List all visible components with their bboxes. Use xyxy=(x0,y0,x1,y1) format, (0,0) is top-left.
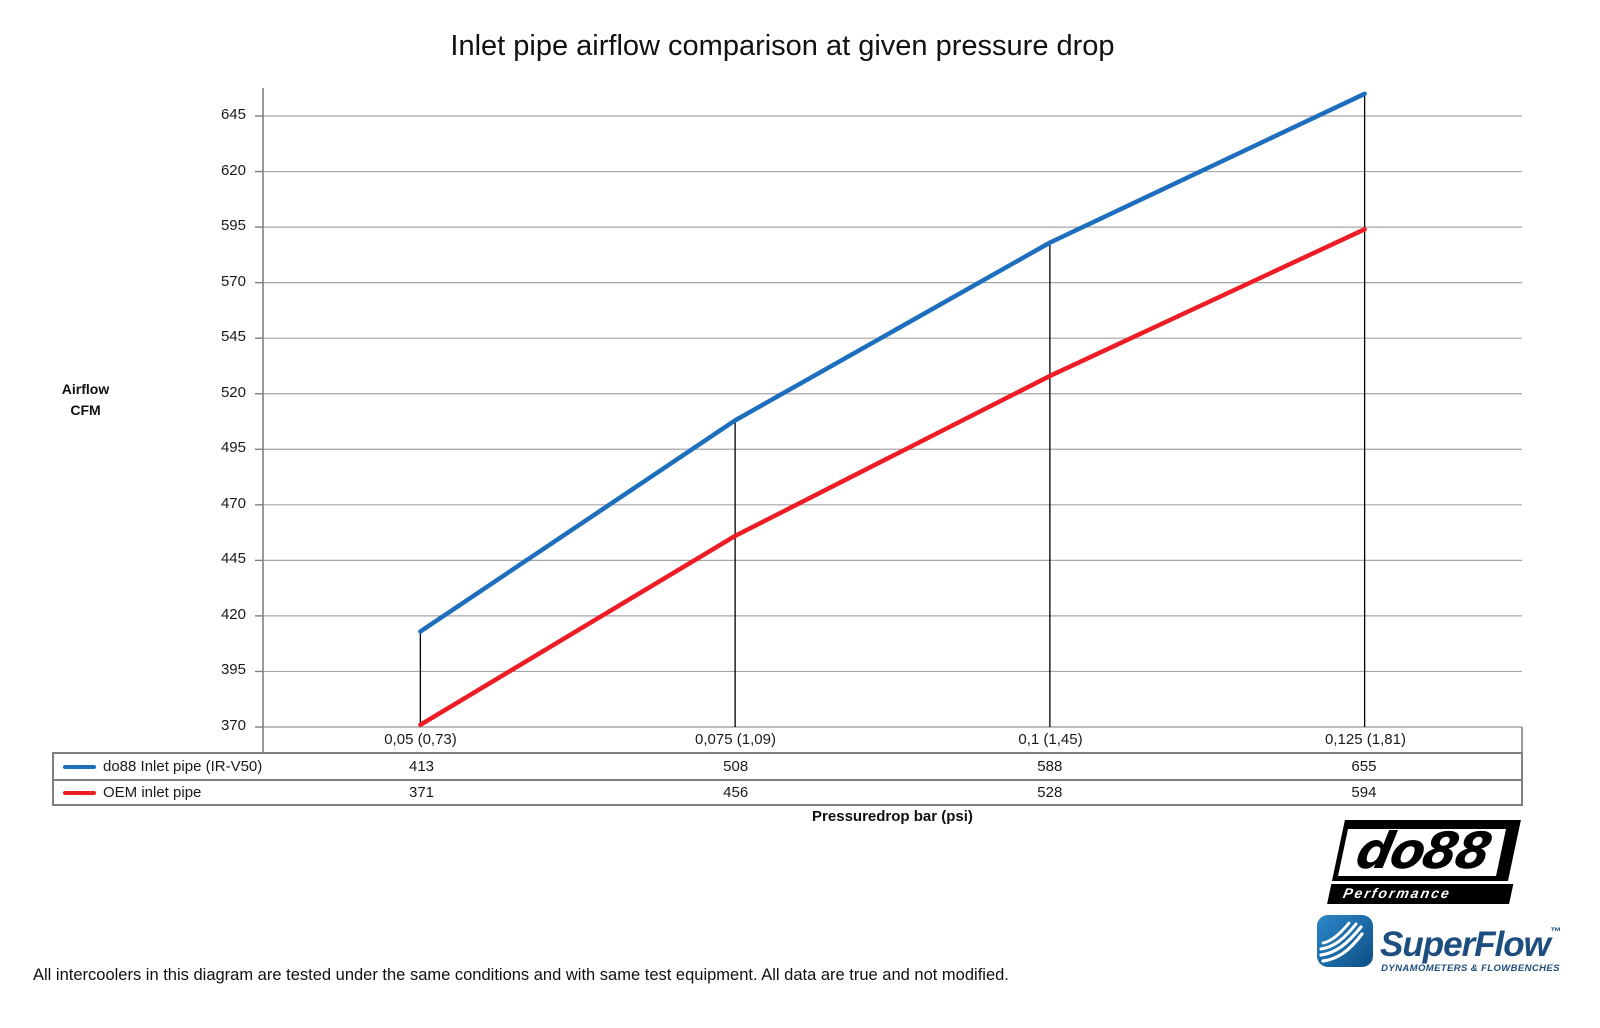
x-category-label: 0,075 (1,09) xyxy=(695,731,776,748)
legend-series-label: do88 Inlet pipe (IR-V50) xyxy=(103,758,263,775)
table-row: do88 Inlet pipe (IR-V50) 413 508 588 655 xyxy=(52,752,1523,779)
legend-series-name: OEM inlet pipe xyxy=(54,784,264,801)
series-value-cell: 528 xyxy=(1037,784,1063,801)
chart-title: Inlet pipe airflow comparison at given p… xyxy=(450,30,1115,62)
superflow-logo-subtitle: DYNAMOMETERS & FLOWBENCHES xyxy=(1381,963,1560,974)
y-tick-label: 520 xyxy=(220,383,246,401)
superflow-logo-text: SuperFlow™ xyxy=(1380,925,1561,964)
y-tick-label: 495 xyxy=(220,439,246,457)
footer-disclaimer: All intercoolers in this diagram are tes… xyxy=(33,966,1009,984)
series-value-cell: 655 xyxy=(1351,758,1377,775)
y-tick-label: 620 xyxy=(220,161,246,179)
legend-series-label: OEM inlet pipe xyxy=(103,784,202,801)
y-axis-title: Airflow CFM xyxy=(28,379,143,421)
series-value-cell: 413 xyxy=(409,758,435,775)
y-tick-label: 645 xyxy=(220,106,246,123)
trademark-symbol: ™ xyxy=(1549,926,1561,938)
y-tick-label: 420 xyxy=(220,605,246,623)
series-value-cell: 588 xyxy=(1037,758,1063,775)
x-category-row: 0,05 (0,73) 0,075 (1,09) 0,1 (1,45) 0,125 (… xyxy=(52,727,1523,752)
data-table: 0,05 (0,73) 0,075 (1,09) 0,1 (1,45) 0,125 (… xyxy=(52,727,1523,806)
series-value-cell: 371 xyxy=(409,784,435,801)
x-category-label: 0,05 (0,73) xyxy=(384,731,457,748)
y-tick-label: 545 xyxy=(220,328,246,346)
y-tick-label: 370 xyxy=(220,717,246,734)
y-tick-label: 395 xyxy=(220,661,246,679)
legend-swatch xyxy=(63,764,96,769)
legend-series-name: do88 Inlet pipe (IR-V50) xyxy=(54,758,264,775)
superflow-logo-text-block: SuperFlow™ DYNAMOMETERS & FLOWBENCHES xyxy=(1380,925,1561,975)
do88-logo-box: do88 xyxy=(1331,820,1521,881)
y-tick-label: 470 xyxy=(220,494,246,512)
y-axis-title-line1: Airflow xyxy=(61,381,110,397)
do88-logo-text: do88 xyxy=(1351,822,1496,880)
series-value-cell: 508 xyxy=(723,758,749,775)
y-tick-label: 595 xyxy=(220,217,246,235)
y-axis-tick-labels: 370 395 420 445 470 495 520 545 570 595 620 645 xyxy=(150,0,246,760)
superflow-logo: SuperFlow™ DYNAMOMETERS & FLOWBENCHES xyxy=(1316,914,1561,975)
x-category-label: 0,125 (1,81) xyxy=(1325,731,1406,748)
series-value-cell: 594 xyxy=(1351,784,1377,801)
y-tick-label: 570 xyxy=(220,272,246,290)
y-axis-title-line2: CFM xyxy=(70,402,101,418)
table-row: OEM inlet pipe 371 456 528 594 xyxy=(52,779,1523,806)
series-value-cell: 456 xyxy=(723,784,749,801)
superflow-wave-icon xyxy=(1317,915,1373,967)
do88-logo-subtitle: Performance xyxy=(1327,884,1514,904)
y-tick-label: 445 xyxy=(220,550,246,568)
do88-logo: do88 Performance xyxy=(1327,820,1527,904)
x-axis-title: Pressuredrop bar (psi) xyxy=(812,808,973,825)
legend-swatch xyxy=(63,790,96,795)
x-category-label: 0,1 (1,45) xyxy=(1018,731,1083,748)
